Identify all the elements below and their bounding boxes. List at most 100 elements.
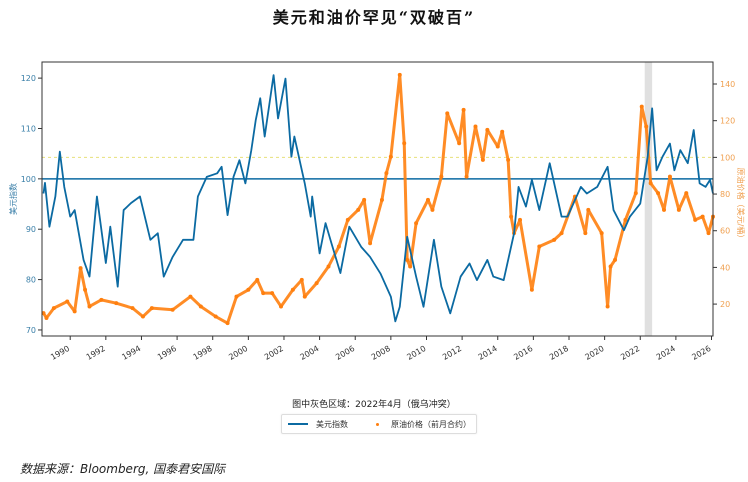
x-tick-label: 2016 — [512, 344, 534, 362]
left-y-tick-label: 80 — [26, 276, 36, 285]
oil-data-point — [506, 157, 511, 162]
oil-data-point — [425, 197, 430, 202]
oil-data-point — [234, 294, 239, 299]
shaded-region-note: 图中灰色区域：2022年4月（俄乌冲突） — [292, 400, 456, 410]
oil-data-point — [326, 264, 331, 269]
oil-data-point — [485, 127, 490, 132]
oil-data-point — [684, 191, 689, 196]
shaded-region — [644, 62, 653, 336]
oil-data-point — [336, 244, 341, 249]
oil-data-point — [99, 297, 104, 302]
legend-item-dxy: 美元指数 — [288, 419, 348, 430]
legend-item-oil: 原油价格（前月合约） — [354, 419, 471, 430]
oil-data-point — [213, 314, 218, 319]
oil-data-point — [644, 124, 649, 129]
x-tick-label: 2002 — [263, 344, 285, 362]
oil-data-point — [261, 291, 266, 296]
x-tick-label: 2022 — [619, 344, 641, 362]
oil-data-point — [608, 264, 613, 269]
oil-data-point — [114, 301, 119, 306]
legend-label: 美元指数 — [316, 419, 348, 429]
right-y-tick-label: 60 — [720, 227, 730, 236]
x-tick-label: 2010 — [405, 344, 427, 362]
oil-data-point — [51, 306, 56, 311]
oil-data-point — [464, 174, 469, 179]
x-tick-label: 2006 — [334, 344, 356, 362]
oil-data-point — [44, 316, 49, 321]
x-tick-label: 2020 — [583, 344, 605, 362]
right-y-tick-label: 120 — [720, 117, 735, 126]
right-y-tick-label: 100 — [720, 153, 735, 162]
x-tick-label: 2024 — [655, 344, 677, 362]
dxy-series-line — [42, 74, 714, 323]
oil-data-point — [500, 129, 505, 134]
x-tick-label: 2018 — [548, 344, 570, 362]
oil-data-point — [662, 207, 667, 212]
oil-data-point — [78, 266, 83, 271]
oil-data-point — [384, 171, 389, 176]
oil-data-point — [430, 207, 435, 212]
oil-data-point — [537, 244, 542, 249]
oil-data-point — [457, 141, 462, 146]
right-y-tick-label: 20 — [720, 300, 730, 309]
oil-data-point — [439, 174, 444, 179]
oil-data-point — [302, 294, 307, 299]
oil-data-point — [379, 197, 384, 202]
oil-data-point — [198, 304, 203, 309]
oil-data-point — [623, 217, 628, 222]
oil-data-point — [461, 107, 466, 112]
data-source: 数据来源：Bloomberg, 国泰君安国际 — [20, 462, 226, 476]
oil-data-point — [700, 214, 705, 219]
x-tick-label: 2004 — [298, 344, 320, 362]
plot-frame — [41, 61, 714, 337]
oil-data-point — [130, 306, 135, 311]
oil-data-point — [693, 217, 698, 222]
x-tick-label: 1994 — [120, 344, 142, 362]
oil-data-point — [170, 307, 175, 312]
x-tick-label: 2000 — [227, 344, 249, 362]
oil-data-point — [676, 207, 681, 212]
oil-data-point — [368, 241, 373, 246]
oil-data-point — [290, 287, 295, 292]
oil-data-point — [83, 287, 88, 292]
oil-data-point — [706, 231, 711, 236]
oil-data-point — [529, 287, 534, 292]
x-tick-label: 2012 — [441, 344, 463, 362]
left-y-tick-label: 100 — [21, 175, 36, 184]
oil-data-point — [87, 304, 92, 309]
oil-data-point — [605, 304, 610, 309]
oil-data-point — [639, 104, 644, 109]
oil-data-point — [518, 217, 523, 222]
oil-data-point — [583, 231, 588, 236]
oil-data-point — [140, 314, 145, 319]
oil-data-point — [225, 321, 230, 326]
oil-data-point — [314, 281, 319, 286]
right-y-tick-label: 140 — [720, 80, 735, 89]
oil-data-point — [445, 111, 450, 116]
legend-line-swatch — [288, 423, 308, 425]
oil-data-point — [402, 141, 407, 146]
oil-data-point — [362, 197, 367, 202]
legend-dot-swatch — [376, 422, 379, 426]
oil-data-point — [65, 299, 70, 304]
oil-data-point — [72, 309, 77, 314]
oil-data-point — [388, 154, 393, 159]
oil-data-point — [480, 157, 485, 162]
oil-data-point — [356, 207, 361, 212]
oil-data-point — [495, 144, 500, 149]
legend: 美元指数 原油价格（前月合约） — [281, 414, 477, 434]
oil-data-point — [667, 174, 672, 179]
oil-data-point — [188, 294, 193, 299]
oil-data-point — [509, 214, 514, 219]
oil-data-point — [414, 221, 419, 226]
left-y-tick-label: 110 — [21, 124, 36, 133]
oil-data-point — [552, 237, 557, 242]
oil-data-point — [270, 291, 275, 296]
oil-data-point — [345, 217, 350, 222]
oil-data-point — [586, 207, 591, 212]
x-tick-label: 1990 — [49, 344, 71, 362]
legend-label: 原油价格（前月合约） — [391, 419, 471, 429]
oil-data-point — [246, 287, 251, 292]
x-tick-label: 2008 — [370, 344, 392, 362]
